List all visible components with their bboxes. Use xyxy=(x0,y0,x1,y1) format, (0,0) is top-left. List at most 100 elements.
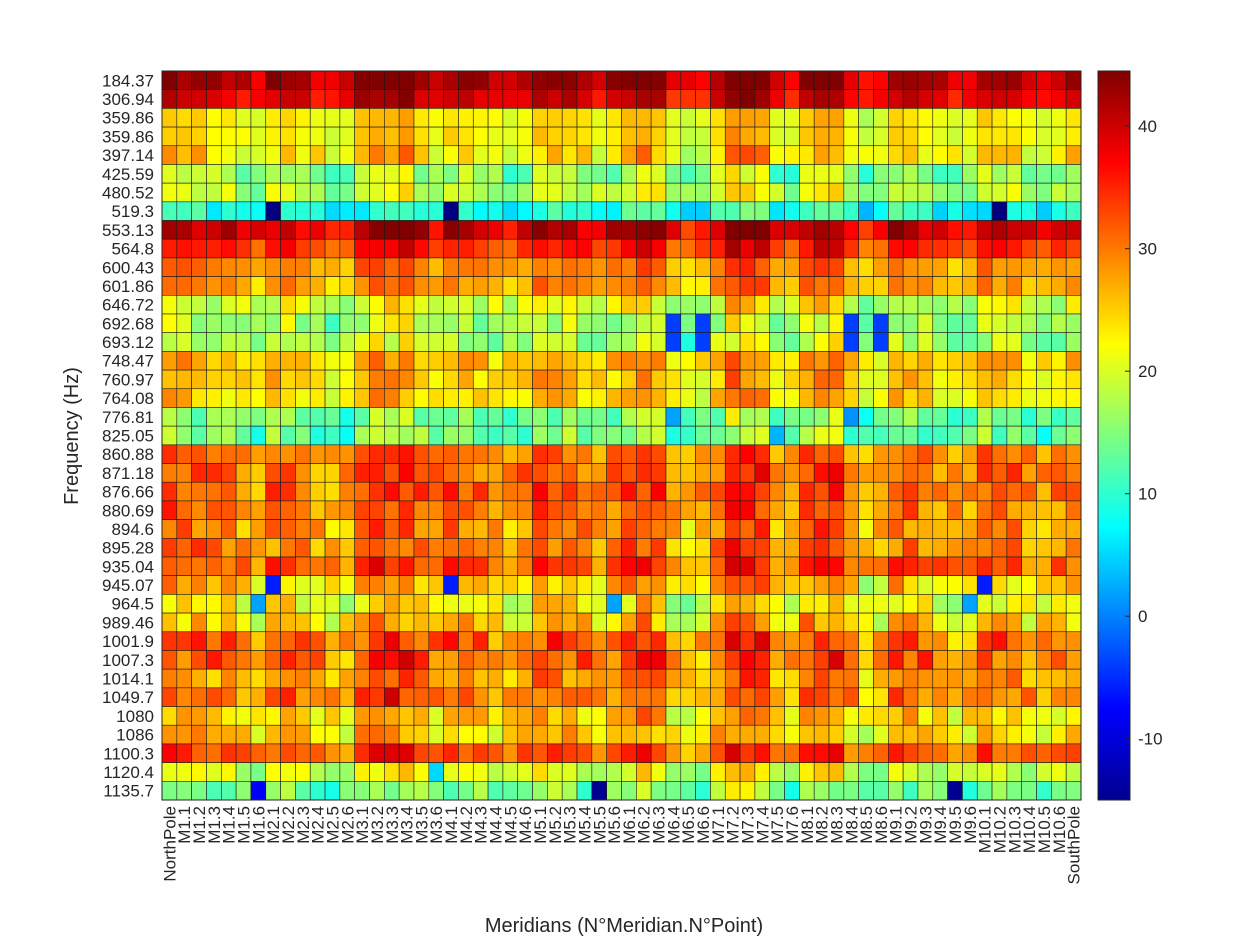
heatmap-cell xyxy=(472,519,489,539)
heatmap-cell xyxy=(606,724,622,745)
heatmap-cell xyxy=(413,706,430,726)
heatmap-cell xyxy=(561,463,578,483)
heatmap-cell xyxy=(413,781,430,801)
heatmap-cell xyxy=(309,89,326,109)
heatmap-cell xyxy=(695,332,711,352)
heatmap-cell xyxy=(354,631,370,651)
heatmap-cell xyxy=(932,332,948,352)
heatmap-cell xyxy=(947,332,963,352)
y-tick-label: 935.04 xyxy=(102,557,154,576)
heatmap-cell xyxy=(606,332,622,352)
heatmap-cell xyxy=(976,631,993,651)
heatmap-cell xyxy=(991,351,1008,371)
heatmap-cell xyxy=(665,706,682,726)
heatmap-cell xyxy=(354,369,370,390)
heatmap-cell xyxy=(650,164,667,184)
heatmap-cell xyxy=(650,425,667,446)
heatmap-cell xyxy=(591,519,607,539)
heatmap-cell xyxy=(724,164,741,184)
heatmap-cell xyxy=(235,220,252,240)
heatmap-cell xyxy=(428,762,444,782)
heatmap-cell xyxy=(309,724,326,745)
heatmap-cell xyxy=(991,519,1008,539)
heatmap-cell xyxy=(902,762,919,782)
heatmap-cell xyxy=(1006,500,1023,520)
heatmap-cell xyxy=(591,463,607,483)
heatmap-cell xyxy=(813,668,830,689)
heatmap-cell xyxy=(739,425,756,446)
heatmap-cell xyxy=(843,743,859,763)
heatmap-cell xyxy=(1021,743,1037,763)
heatmap-cell xyxy=(265,481,281,502)
heatmap-cell xyxy=(754,668,771,689)
heatmap-cell xyxy=(517,594,533,614)
heatmap-cell xyxy=(576,519,593,539)
heatmap-cell xyxy=(561,369,578,390)
heatmap-cell xyxy=(1006,425,1023,446)
heatmap-cell xyxy=(991,631,1008,651)
heatmap-cell xyxy=(384,126,400,147)
heatmap-cell xyxy=(606,108,622,128)
heatmap-cell xyxy=(576,70,593,90)
y-tick-label: 306.94 xyxy=(102,90,154,109)
heatmap-cell xyxy=(962,388,978,408)
heatmap-cell xyxy=(324,313,341,333)
heatmap-cell xyxy=(695,687,711,707)
heatmap-cell xyxy=(621,650,637,670)
heatmap-cell xyxy=(472,463,489,483)
heatmap-cell xyxy=(591,444,607,464)
heatmap-cell xyxy=(858,126,874,147)
heatmap-cell xyxy=(1065,257,1082,277)
heatmap-cell xyxy=(1006,145,1023,165)
heatmap-cell xyxy=(828,126,845,147)
heatmap-cell xyxy=(873,164,889,184)
heatmap-cell xyxy=(354,706,370,726)
heatmap-cell xyxy=(873,89,889,109)
heatmap-cell xyxy=(309,407,326,427)
heatmap-cell xyxy=(650,332,667,352)
heatmap-cell xyxy=(650,238,667,259)
heatmap-cell xyxy=(917,388,934,408)
heatmap-cell xyxy=(413,612,430,633)
heatmap-cell xyxy=(769,575,785,595)
heatmap-cell xyxy=(858,369,874,390)
heatmap-cell xyxy=(502,220,519,240)
heatmap-cell xyxy=(161,650,178,670)
heatmap-cell xyxy=(220,369,237,390)
heatmap-cell xyxy=(1036,762,1052,782)
heatmap-cell xyxy=(547,500,563,520)
heatmap-cell xyxy=(206,500,222,520)
x-tick-label: M8.6 xyxy=(872,806,891,844)
heatmap-cell xyxy=(621,612,637,633)
heatmap-cell xyxy=(1006,538,1023,558)
heatmap-cell xyxy=(917,108,934,128)
heatmap-cell xyxy=(799,126,815,147)
heatmap-cell xyxy=(724,481,741,502)
heatmap-cell xyxy=(976,500,993,520)
heatmap-cell xyxy=(680,650,696,670)
heatmap-cell xyxy=(962,126,978,147)
heatmap-cell xyxy=(1065,781,1082,801)
heatmap-cell xyxy=(917,89,934,109)
heatmap-cell xyxy=(769,126,785,147)
heatmap-cell xyxy=(487,369,504,390)
heatmap-cell xyxy=(235,332,252,352)
heatmap-cell xyxy=(739,108,756,128)
heatmap-cell xyxy=(1006,724,1023,745)
heatmap-cell xyxy=(384,762,400,782)
heatmap-cell xyxy=(1051,781,1067,801)
heatmap-cell xyxy=(606,762,622,782)
heatmap-cell xyxy=(1065,108,1082,128)
x-tick-label: M5.4 xyxy=(575,806,594,844)
heatmap-cell xyxy=(947,70,963,90)
heatmap-cell xyxy=(843,781,859,801)
heatmap-cell xyxy=(591,425,607,446)
heatmap-cell xyxy=(354,126,370,147)
heatmap-cell xyxy=(443,687,459,707)
heatmap-cell xyxy=(902,706,919,726)
heatmap-cell xyxy=(413,444,430,464)
heatmap-cell xyxy=(991,220,1008,240)
heatmap-cell xyxy=(1051,145,1067,165)
heatmap-cell xyxy=(532,351,548,371)
heatmap-cell xyxy=(280,762,296,782)
